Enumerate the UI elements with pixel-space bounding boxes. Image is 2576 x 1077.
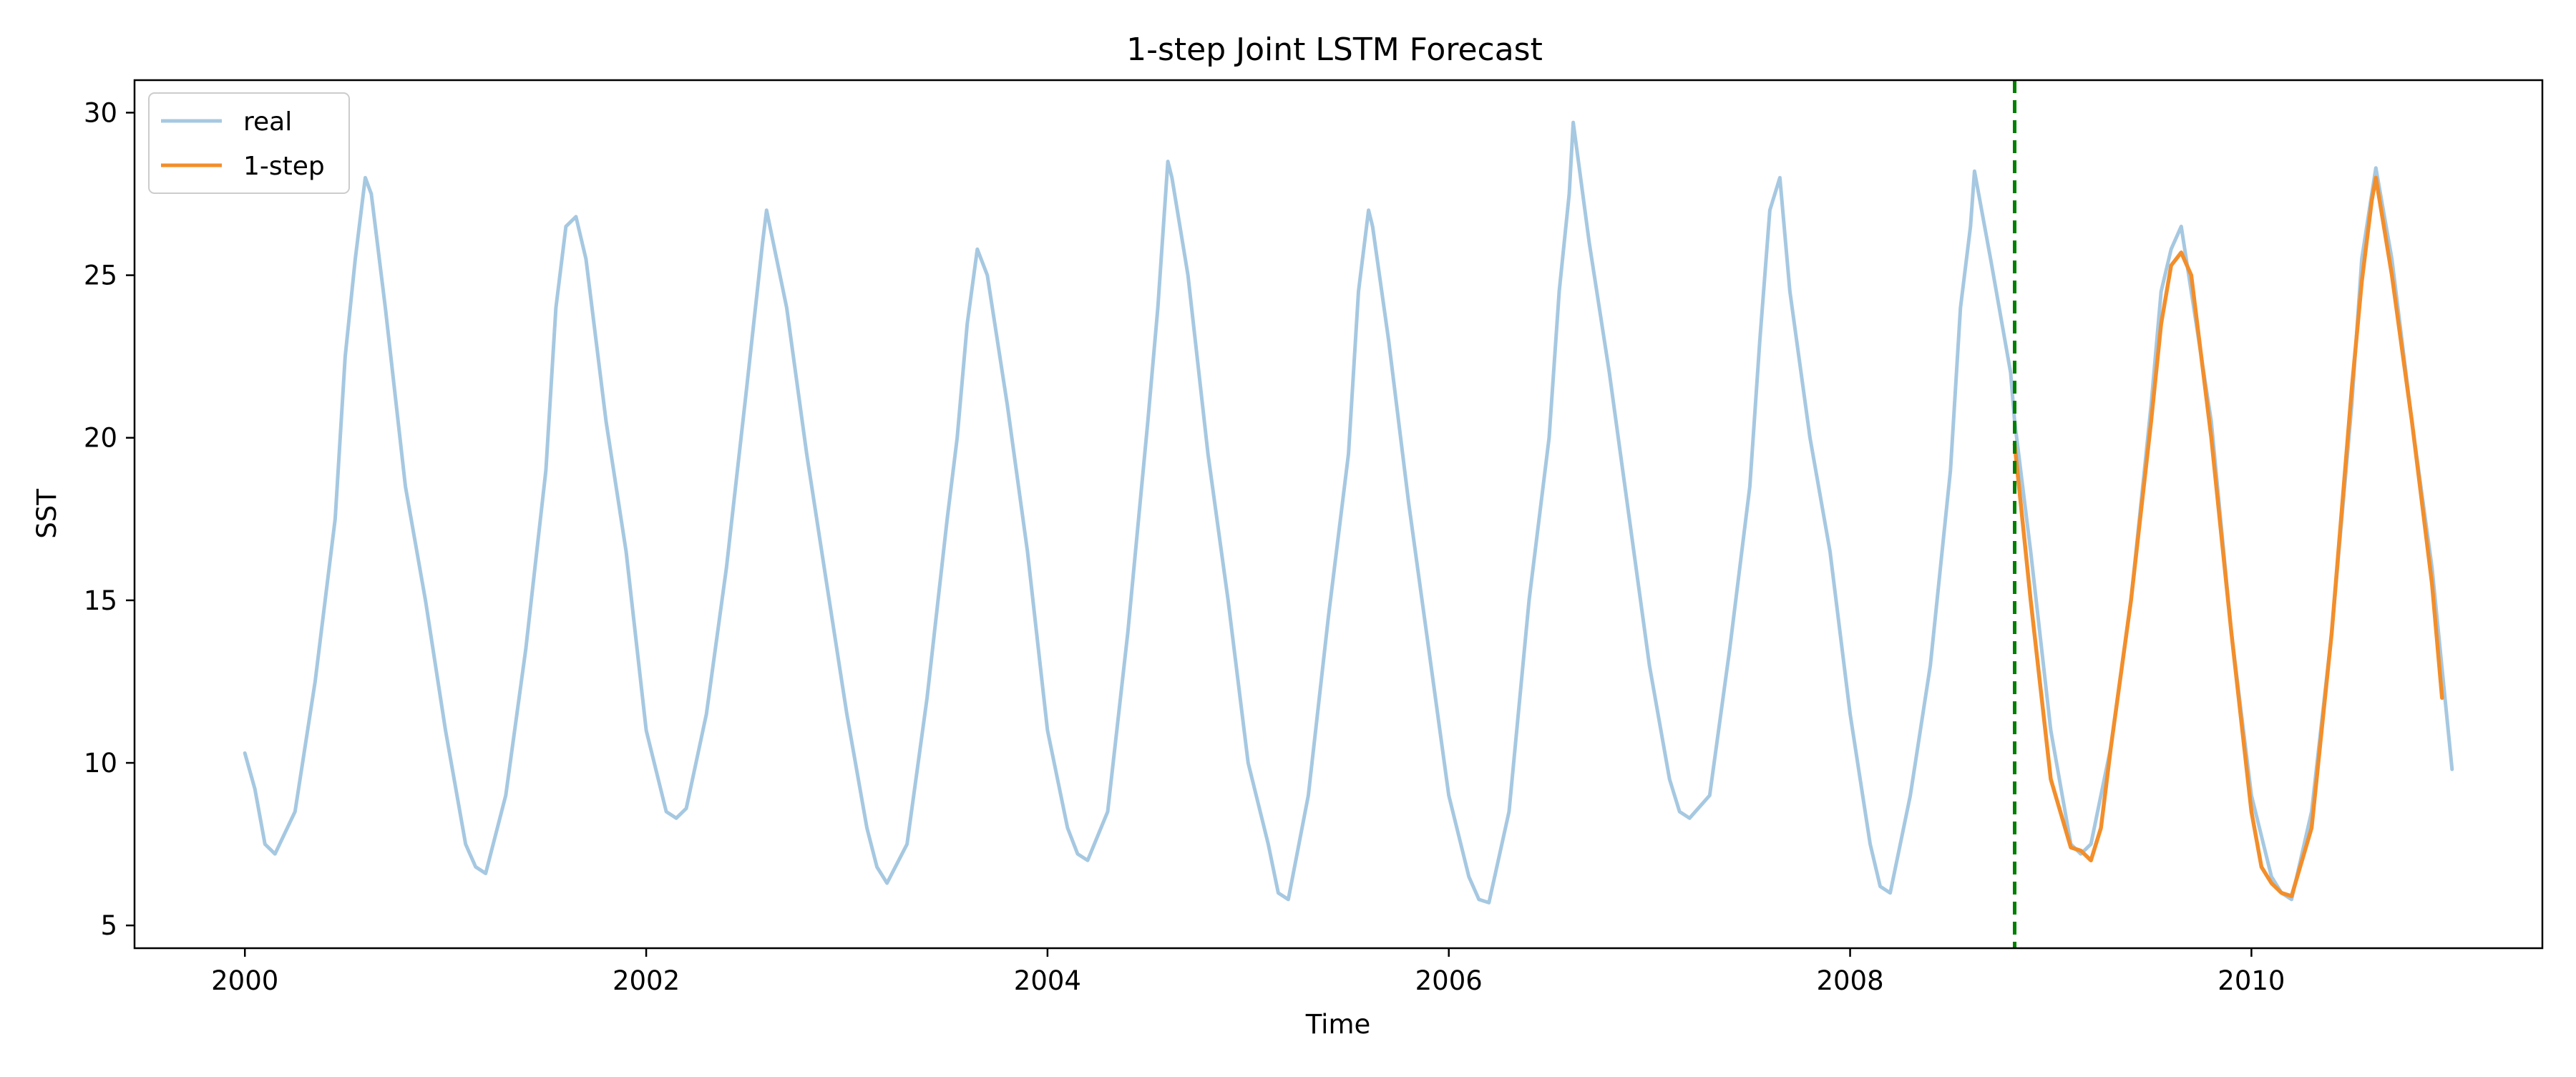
- x-tick-label: 2000: [211, 965, 278, 996]
- y-tick-label: 5: [100, 910, 117, 941]
- x-tick-label: 2002: [613, 965, 680, 996]
- series-layer: [243, 120, 2454, 905]
- series-line-1-step: [2012, 175, 2444, 899]
- y-tick-label: 25: [84, 260, 117, 291]
- legend: real 1-step: [148, 92, 350, 194]
- series-line-real: [243, 120, 2454, 905]
- legend-box: [148, 92, 350, 194]
- y-tick-label: 15: [84, 585, 117, 616]
- plot-frame: [133, 79, 2544, 950]
- y-tick-label: 20: [84, 423, 117, 454]
- x-axis: 2000 2002 2004 2006 2008 2010: [211, 948, 2285, 996]
- chart-title: 1-step Joint LSTM Forecast: [1126, 31, 1543, 68]
- x-tick-label: 2006: [1415, 965, 1483, 996]
- legend-label-1-step: 1-step: [243, 152, 325, 181]
- legend-label-real: real: [243, 107, 292, 137]
- plot-area: [133, 79, 2544, 950]
- y-axis: 5 10 15 20 25 30: [84, 97, 135, 941]
- x-tick-label: 2008: [1816, 965, 1883, 996]
- x-tick-label: 2004: [1014, 965, 1081, 996]
- y-tick-label: 10: [84, 748, 117, 779]
- y-axis-label: SST: [31, 489, 62, 539]
- y-tick-label: 30: [84, 97, 117, 128]
- x-tick-label: 2010: [2218, 965, 2285, 996]
- x-axis-label: Time: [1305, 1009, 1371, 1040]
